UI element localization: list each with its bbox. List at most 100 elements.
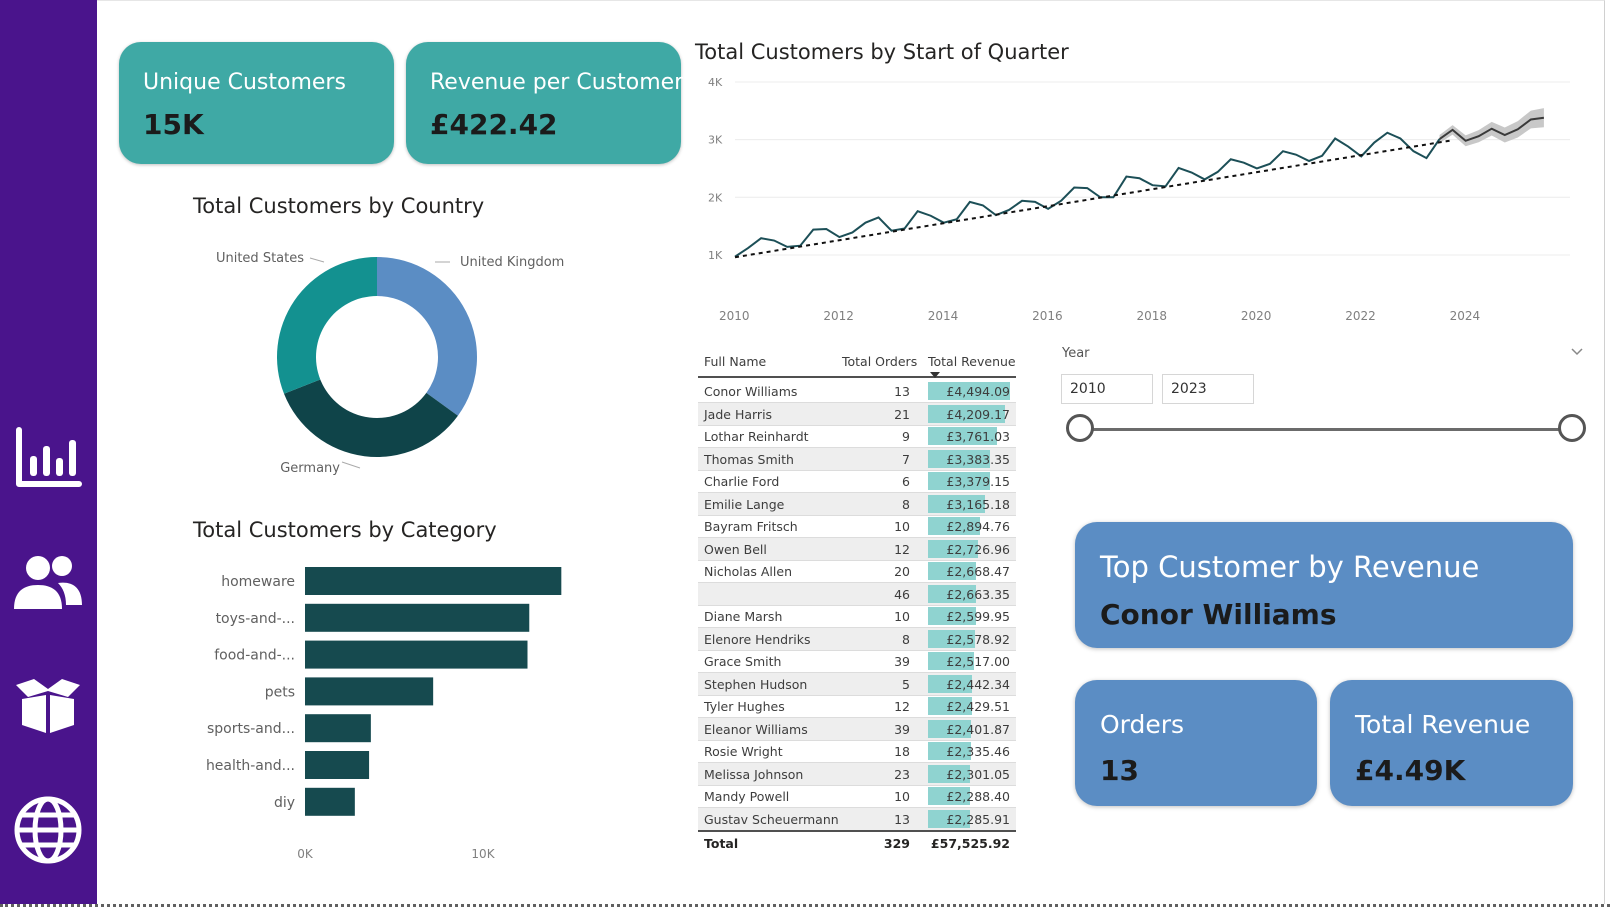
category-bar[interactable] xyxy=(305,640,528,669)
table-row[interactable]: Diane Marsh 10 £2,599.95 xyxy=(698,605,1016,628)
y-tick-label: 1K xyxy=(708,249,723,262)
donut-slice[interactable] xyxy=(277,257,377,394)
table-row[interactable]: Jade Harris 21 £4,209.17 xyxy=(698,402,1016,426)
page-divider xyxy=(0,904,1610,907)
total-label: Total xyxy=(704,836,739,851)
country-donut-chart[interactable]: United Kingdom Germany United States xyxy=(200,250,620,500)
table-row[interactable]: Stephen Hudson 5 £2,442.34 xyxy=(698,672,1016,696)
table-row[interactable]: Emilie Lange 8 £3,165.18 xyxy=(698,492,1016,516)
card-label: Total Revenue xyxy=(1355,710,1531,739)
cell-total-orders: 12 xyxy=(894,541,910,557)
cell-full-name: Conor Williams xyxy=(704,384,798,399)
cell-total-revenue: £4,494.09 xyxy=(946,384,1010,399)
year-slider-track[interactable] xyxy=(1080,428,1572,431)
table-row[interactable]: Lothar Reinhardt 9 £3,761.03 xyxy=(698,425,1016,448)
orders-card[interactable]: Orders 13 xyxy=(1075,680,1317,806)
cell-total-orders: 13 xyxy=(894,811,910,827)
header-total-orders[interactable]: Total Orders xyxy=(842,354,918,369)
table-row[interactable]: Nicholas Allen 20 £2,668.47 xyxy=(698,560,1016,583)
category-bar[interactable] xyxy=(305,567,562,595)
card-value: Conor Williams xyxy=(1100,598,1337,631)
table-row[interactable]: Thomas Smith 7 £3,383.35 xyxy=(698,447,1016,471)
card-label: Orders xyxy=(1100,710,1185,739)
table-row[interactable]: Gustav Scheuermann 13 £2,285.91 xyxy=(698,807,1016,831)
table-row[interactable]: Mandy Powell 10 £2,288.40 xyxy=(698,785,1016,808)
x-tick-label: 2010 xyxy=(719,309,750,323)
cell-total-revenue: £2,288.40 xyxy=(946,789,1010,804)
revenue-data-bar xyxy=(928,382,1010,400)
nav-customers-button[interactable] xyxy=(10,545,86,621)
revenue-data-bar xyxy=(928,449,990,468)
forecast-line[interactable] xyxy=(1438,116,1545,142)
cell-total-orders: 5 xyxy=(902,676,910,692)
table-header: Full Name Total Orders Total Revenue xyxy=(698,350,1016,378)
category-bar[interactable] xyxy=(305,677,434,706)
x-tick-label: 2014 xyxy=(928,309,959,323)
cell-total-revenue: £3,379.15 xyxy=(946,474,1010,489)
cell-total-orders: 12 xyxy=(894,699,910,714)
bar-chart-icon xyxy=(16,427,82,487)
nav-report-button[interactable] xyxy=(10,420,86,496)
table-row[interactable]: Conor Williams 13 £4,494.09 xyxy=(698,380,1016,403)
cell-total-revenue: £2,726.96 xyxy=(946,541,1010,557)
header-total-revenue[interactable]: Total Revenue xyxy=(928,354,1016,369)
revenue-data-bar xyxy=(928,517,980,535)
quarter-line-chart[interactable]: 1K 2K 3K 4K 2010 2012 2014 2016 2018 2020 2022 2024 xyxy=(690,70,1590,340)
revenue-per-customer-card[interactable]: Revenue per Customer £422.42 xyxy=(406,42,683,164)
cell-total-revenue: £2,401.87 xyxy=(946,721,1010,737)
report-canvas xyxy=(97,0,1605,904)
x-tick-label: 2018 xyxy=(1137,309,1168,323)
table-row[interactable]: Elenore Hendriks 8 £2,578.92 xyxy=(698,627,1016,651)
navigation-sidebar xyxy=(0,0,97,904)
table-row[interactable]: Bayram Fritsch 10 £2,894.76 xyxy=(698,515,1016,538)
x-tick-label: 2016 xyxy=(1032,309,1063,323)
header-full-name[interactable]: Full Name xyxy=(704,354,767,369)
revenue-data-bar xyxy=(928,584,976,603)
table-row[interactable]: Grace Smith 39 £2,517.00 xyxy=(698,650,1016,673)
slice-leader-line xyxy=(341,461,361,469)
slice-label: United States xyxy=(216,251,304,266)
category-bar[interactable] xyxy=(305,714,371,743)
table-row[interactable]: Melissa Johnson 23 £2,301.05 xyxy=(698,762,1016,786)
table-row[interactable]: Rosie Wright 18 £2,335.46 xyxy=(698,740,1016,763)
table-row[interactable]: Owen Bell 12 £2,726.96 xyxy=(698,537,1016,561)
cell-total-orders: 10 xyxy=(894,609,910,624)
cell-total-revenue: £2,285.91 xyxy=(946,811,1010,827)
category-bar[interactable] xyxy=(305,751,370,779)
year-slider-start-handle[interactable] xyxy=(1066,414,1094,442)
table-row[interactable]: 46 £2,663.35 xyxy=(698,582,1016,606)
category-label: diy xyxy=(274,795,295,811)
card-label: Unique Customers xyxy=(143,70,346,95)
year-end-input[interactable]: 2023 xyxy=(1162,374,1254,404)
nav-products-button[interactable] xyxy=(10,668,86,744)
customers-line[interactable] xyxy=(734,131,1441,258)
cell-full-name: Emilie Lange xyxy=(704,496,785,512)
nav-geography-button[interactable] xyxy=(10,792,86,868)
top-customer-card[interactable]: Top Customer by Revenue Conor Williams xyxy=(1075,522,1573,648)
revenue-data-bar xyxy=(928,472,990,490)
revenue-data-bar xyxy=(928,697,972,715)
table-row[interactable]: Charlie Ford 6 £3,379.15 xyxy=(698,470,1016,493)
category-bar-chart[interactable]: homeware toys-and-... food-and-... pets spor… xyxy=(190,565,620,870)
category-bar[interactable] xyxy=(305,603,530,632)
donut-slice[interactable] xyxy=(284,379,458,457)
revenue-data-bar xyxy=(928,562,976,580)
unique-customers-card[interactable]: Unique Customers 15K xyxy=(119,42,394,164)
table-row[interactable]: Eleanor Williams 39 £2,401.87 xyxy=(698,717,1016,741)
slice-label: Germany xyxy=(280,461,340,476)
category-bar[interactable] xyxy=(305,787,355,816)
card-value: 13 xyxy=(1100,754,1139,787)
donut-slice[interactable] xyxy=(377,257,477,416)
category-label: sports-and... xyxy=(207,721,295,737)
revenue-data-bar xyxy=(928,764,970,783)
sort-descending-icon xyxy=(930,372,940,378)
table-row[interactable]: Tyler Hughes 12 £2,429.51 xyxy=(698,695,1016,718)
chevron-down-icon[interactable] xyxy=(1571,348,1583,356)
year-start-input[interactable]: 2010 xyxy=(1061,374,1153,404)
category-label: health-and... xyxy=(206,758,295,774)
year-slider-end-handle[interactable] xyxy=(1558,414,1586,442)
category-label: food-and-... xyxy=(214,648,295,664)
category-label: pets xyxy=(265,684,295,700)
cell-total-revenue: £3,383.35 xyxy=(946,451,1010,467)
total-revenue-card[interactable]: Total Revenue £4.49K xyxy=(1330,680,1573,806)
